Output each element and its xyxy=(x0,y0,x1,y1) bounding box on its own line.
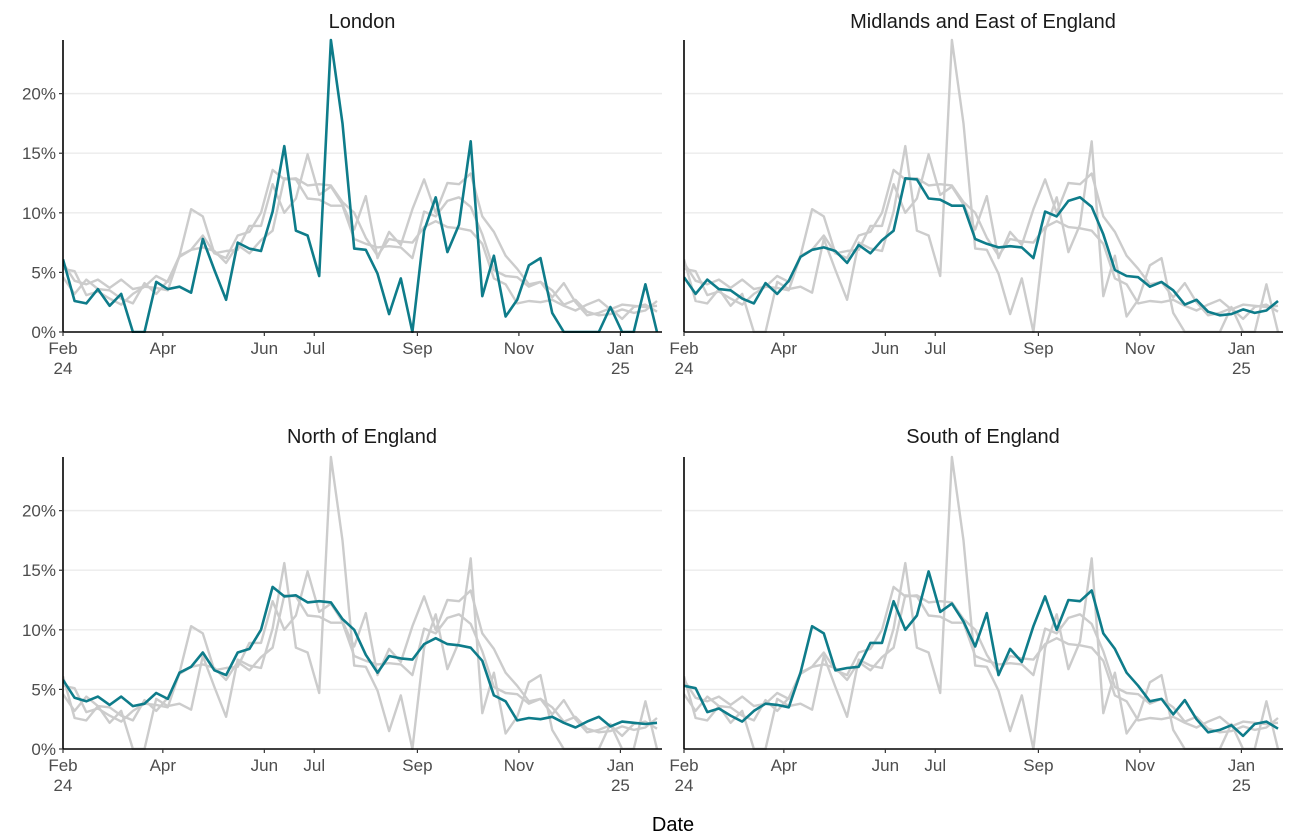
x-tick-label: Jun xyxy=(251,339,278,358)
y-tick-label: 15% xyxy=(22,144,56,163)
series-line-comparison xyxy=(684,594,1279,734)
y-tick-label: 20% xyxy=(22,502,56,521)
highlighted-series-line xyxy=(684,570,1279,738)
panel-title: Midlands and East of England xyxy=(850,11,1116,33)
x-tick-label: Apr xyxy=(771,756,798,775)
x-tick-label: Sep xyxy=(1023,339,1053,358)
x-tick-label: Feb xyxy=(669,339,698,358)
y-tick-label: 0% xyxy=(31,323,56,342)
y-tick-label: 5% xyxy=(31,680,56,699)
x-tick-label: Jan xyxy=(607,756,634,775)
x-tick-label: 25 xyxy=(611,776,630,795)
y-tick-label: 10% xyxy=(22,204,56,223)
comparison-series-lines xyxy=(63,455,659,750)
x-tick-label: 24 xyxy=(54,776,73,795)
y-tick-label: 10% xyxy=(22,621,56,640)
y-tick-label: 15% xyxy=(22,561,56,580)
panel-title: London xyxy=(329,11,396,33)
x-tick-label: Nov xyxy=(504,756,535,775)
x-tick-label: Sep xyxy=(402,756,432,775)
comparison-series-lines xyxy=(684,455,1280,750)
x-tick-label: Apr xyxy=(150,756,177,775)
series-line-comparison xyxy=(63,168,658,312)
x-tick-label: Nov xyxy=(1125,756,1156,775)
x-tick-label: Jun xyxy=(251,756,278,775)
x-tick-label: Apr xyxy=(771,339,798,358)
x-tick-label: 25 xyxy=(1232,776,1251,795)
x-tick-label: Nov xyxy=(1125,339,1156,358)
comparison-series-lines xyxy=(684,38,1280,333)
highlighted-series-line xyxy=(63,585,658,729)
series-line-highlight xyxy=(684,570,1279,738)
comparison-series-lines xyxy=(63,153,658,321)
series-line-highlight xyxy=(63,585,658,729)
x-tick-label: Jan xyxy=(1228,339,1255,358)
series-line-highlight xyxy=(63,38,659,333)
x-tick-label: Jul xyxy=(303,756,325,775)
x-tick-label: Jan xyxy=(607,339,634,358)
series-line-comparison xyxy=(63,570,658,738)
series-line-comparison xyxy=(684,168,1279,312)
x-tick-label: Jun xyxy=(872,756,899,775)
series-line-comparison xyxy=(63,153,658,321)
x-tick-label: Feb xyxy=(48,339,77,358)
x-tick-label: Jul xyxy=(924,756,946,775)
y-tick-label: 0% xyxy=(31,740,56,759)
x-tick-label: Apr xyxy=(150,339,177,358)
y-gridlines xyxy=(63,509,662,691)
y-tick-label: 20% xyxy=(22,85,56,104)
x-tick-label: Sep xyxy=(402,339,432,358)
x-tick-label: 25 xyxy=(611,359,630,378)
x-tick-label: 24 xyxy=(675,776,694,795)
x-tick-label: 25 xyxy=(1232,359,1251,378)
x-tick-label: Feb xyxy=(669,756,698,775)
x-tick-label: Feb xyxy=(48,756,77,775)
highlighted-series-line xyxy=(63,38,659,333)
x-axis-title: Date xyxy=(652,814,694,836)
x-tick-label: Nov xyxy=(504,339,535,358)
highlighted-series-line xyxy=(684,177,1279,317)
x-tick-label: Jul xyxy=(303,339,325,358)
x-tick-label: 24 xyxy=(54,359,73,378)
x-tick-label: 24 xyxy=(675,359,694,378)
panel-title: South of England xyxy=(906,426,1059,448)
series-line-comparison xyxy=(63,177,658,317)
y-gridlines xyxy=(63,92,662,274)
x-tick-label: Sep xyxy=(1023,756,1053,775)
x-tick-label: Jul xyxy=(924,339,946,358)
series-line-comparison xyxy=(63,594,658,734)
x-tick-label: Jun xyxy=(872,339,899,358)
x-tick-label: Jan xyxy=(1228,756,1255,775)
y-gridlines xyxy=(684,92,1283,274)
y-tick-label: 5% xyxy=(31,263,56,282)
series-line-comparison xyxy=(684,455,1280,750)
y-gridlines xyxy=(684,509,1283,691)
series-line-comparison xyxy=(684,585,1279,729)
series-line-highlight xyxy=(684,177,1279,317)
series-line-comparison xyxy=(63,455,659,750)
panel-title: North of England xyxy=(287,426,437,448)
